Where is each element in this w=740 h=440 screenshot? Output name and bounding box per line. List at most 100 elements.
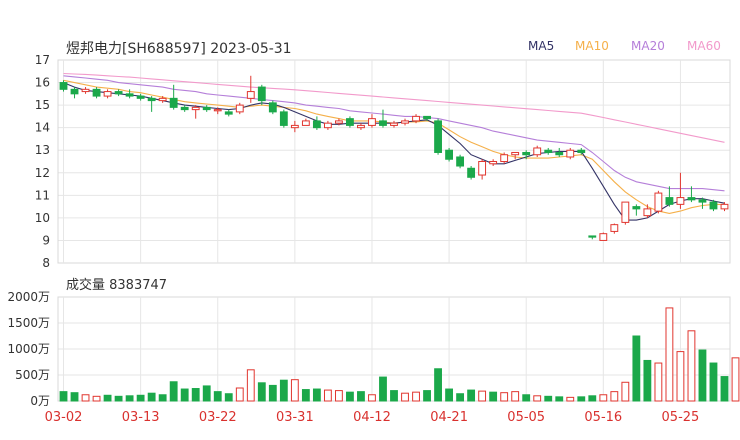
- chart-title: 煜邦电力[SH688597] 2023-05-31: [66, 41, 292, 57]
- candle-body: [147, 97, 156, 102]
- volume-bar: [301, 389, 310, 402]
- volume-bar: [136, 394, 145, 402]
- legend-ma60: MA60: [687, 39, 721, 53]
- candle-body: [566, 149, 575, 158]
- legend-ma10: MA10: [575, 39, 609, 53]
- date-tick-label: 03-22: [199, 410, 237, 425]
- candle-body: [169, 97, 178, 108]
- volume-bar: [654, 362, 663, 402]
- candle-body: [500, 154, 509, 163]
- candle-body: [445, 149, 453, 160]
- candle-body: [555, 151, 564, 156]
- volume-bar: [720, 376, 729, 402]
- candle-body: [522, 151, 531, 156]
- volume-bar: [158, 394, 167, 402]
- candle-body: [456, 156, 465, 167]
- price-tick-label: 9: [42, 233, 50, 247]
- candle-body: [423, 115, 431, 120]
- price-tick-label: 12: [35, 166, 50, 180]
- volume-bar: [235, 387, 244, 402]
- volume-bar: [533, 395, 542, 402]
- candle-body: [478, 161, 487, 176]
- candle-body: [59, 82, 68, 90]
- volume-bar: [599, 394, 608, 402]
- ma-line-ma20: [63, 75, 725, 192]
- volume-bar: [335, 390, 343, 402]
- volume-bar: [202, 385, 211, 402]
- candle-body: [698, 199, 707, 203]
- candle-body: [467, 167, 476, 178]
- volume-bar: [698, 349, 707, 402]
- volume-tick-label: 1500万: [7, 316, 50, 330]
- candle-body: [533, 147, 542, 156]
- candle-body: [114, 91, 123, 95]
- candle-body: [224, 111, 233, 115]
- candle-body: [125, 93, 134, 97]
- candle-body: [544, 149, 553, 153]
- volume-bar: [643, 359, 652, 402]
- volume-bar: [81, 394, 90, 402]
- volume-bar: [323, 389, 332, 402]
- candle-body: [632, 206, 641, 210]
- volume-bar: [59, 391, 68, 402]
- volume-bar: [312, 388, 321, 402]
- date-tick-label: 05-16: [584, 410, 622, 425]
- volume-bar: [709, 362, 718, 402]
- candle-body: [599, 233, 608, 241]
- volume-tick-label: 2000万: [7, 290, 50, 304]
- price-tick-label: 8: [42, 256, 50, 270]
- candle-body: [610, 224, 619, 232]
- volume-bar: [489, 391, 498, 402]
- date-tick-label: 03-02: [45, 410, 83, 425]
- volume-bar: [621, 381, 630, 402]
- volume-bar: [169, 381, 178, 402]
- candle-body: [268, 102, 277, 113]
- candle-body: [92, 88, 101, 97]
- volume-bar: [456, 393, 465, 402]
- date-tick-label: 05-25: [662, 410, 700, 425]
- candle-body: [158, 97, 167, 102]
- candle-body: [643, 208, 652, 217]
- candle-body: [511, 151, 520, 156]
- volume-bar: [511, 391, 520, 402]
- ma-line-ma60: [63, 72, 725, 143]
- candle-body: [279, 111, 288, 126]
- volume-bar: [434, 368, 442, 402]
- price-tick-label: 16: [35, 76, 50, 90]
- volume-bar: [577, 396, 586, 402]
- candle-body: [390, 122, 398, 126]
- volume-bar: [566, 396, 575, 402]
- volume-bar: [357, 391, 365, 402]
- candle-body: [301, 120, 310, 126]
- volume-bar: [246, 369, 255, 402]
- volume-bar: [544, 395, 553, 402]
- candle-body: [103, 91, 112, 97]
- volume-bar: [180, 388, 189, 402]
- volume-bar: [478, 390, 487, 402]
- candle-body: [346, 118, 354, 126]
- volume-bar: [522, 394, 531, 402]
- volume-bar: [412, 391, 420, 402]
- candle-body: [246, 91, 255, 99]
- volume-bar: [70, 392, 79, 402]
- volume-bar: [368, 394, 376, 402]
- price-tick-label: 14: [35, 121, 50, 135]
- candle-body: [312, 120, 321, 129]
- candle-body: [434, 120, 442, 153]
- date-tick-label: 05-05: [507, 410, 545, 425]
- candle-body: [257, 86, 266, 102]
- candle-body: [335, 120, 343, 124]
- candle-body: [489, 161, 498, 165]
- volume-bar: [423, 390, 431, 402]
- candle-body: [665, 197, 674, 205]
- candle-body: [379, 120, 387, 126]
- volume-tick-label: 500万: [15, 368, 50, 382]
- volume-title: 成交量 8383747: [66, 278, 168, 293]
- date-tick-label: 04-21: [430, 410, 468, 425]
- ma-line-ma5: [63, 82, 725, 221]
- date-tick-label: 03-13: [122, 410, 160, 425]
- volume-bar: [346, 391, 354, 402]
- volume-bar: [268, 384, 277, 402]
- price-tick-label: 17: [35, 53, 50, 67]
- volume-tick-label: 1000万: [7, 342, 50, 356]
